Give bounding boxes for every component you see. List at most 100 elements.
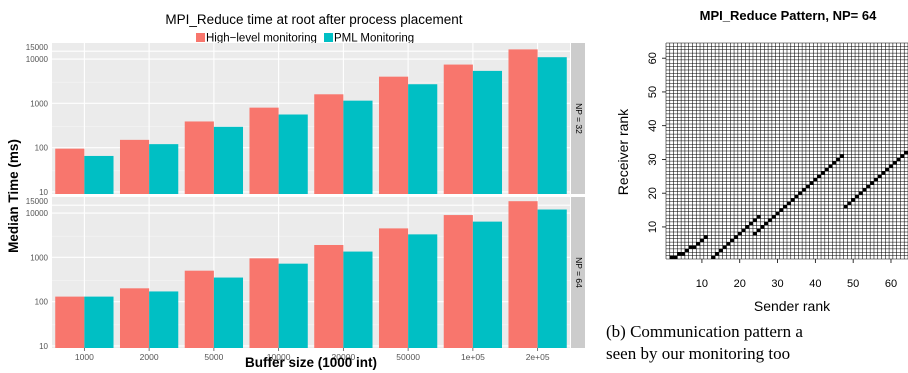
bar-np32-s0-1000 xyxy=(55,148,85,194)
matrix-cell-37 xyxy=(805,184,810,189)
legend-label-1: PML Monitoring xyxy=(334,33,414,45)
x-tick-label: 5000 xyxy=(204,352,223,362)
bar-np32-s0-5000 xyxy=(184,121,214,194)
matrix-cell-14 xyxy=(726,242,731,246)
heatmap-y-axis-label: Receiver rank xyxy=(615,108,631,195)
matrix-cell-54 xyxy=(870,181,874,185)
bar-np32-s1-2000 xyxy=(149,144,179,194)
bar-np64-s0-20000 xyxy=(314,244,344,348)
y-tick-label: 15000 xyxy=(26,43,49,52)
heatmap-x-tick-label: 50 xyxy=(847,278,859,290)
heatmap-x-axis-label: Sender rank xyxy=(754,298,831,314)
matrix-cell-1 xyxy=(673,255,678,259)
matrix-cell-57 xyxy=(881,171,886,175)
bar-np32-s1-1000 xyxy=(84,155,114,194)
legend-swatch-1 xyxy=(324,33,333,42)
heatmap-y-tick-label: 20 xyxy=(647,187,659,199)
heatmap-y-tick-label: 30 xyxy=(647,153,659,165)
matrix-cell-12 xyxy=(718,248,723,253)
facet-strip xyxy=(571,197,585,348)
matrix-cell-6 xyxy=(692,245,697,249)
matrix-cell-32 xyxy=(787,201,791,205)
bar-np64-s1-10000 xyxy=(278,263,308,348)
matrix-cell-55 xyxy=(873,178,878,182)
matrix-cell-10 xyxy=(711,255,716,259)
matrix-cell-31 xyxy=(783,205,787,209)
bar-np64-s0-1000 xyxy=(55,296,85,348)
heatmap-x-tick-label: 40 xyxy=(809,278,821,290)
bar-np32-s1-20000 xyxy=(343,100,373,194)
y-tick-label: 100 xyxy=(35,144,49,153)
bar-np64-s1-1e+05 xyxy=(472,221,503,348)
heatmap-title: MPI_Reduce Pattern, NP= 64 xyxy=(700,8,877,23)
y-tick-label: 100 xyxy=(35,298,49,307)
y-tick-label: 10 xyxy=(39,188,48,197)
matrix-cell-44 xyxy=(832,161,837,165)
reduce-pattern-heatmap: MPI_Reduce Pattern, NP= 64 10 20 30 40 50 60 10… xyxy=(615,8,908,314)
matrix-cell-4 xyxy=(684,248,689,253)
heatmap-y-tick-label: 60 xyxy=(647,52,659,64)
matrix-cell-40 xyxy=(817,174,822,178)
matrix-cell-62 xyxy=(900,154,905,158)
matrix-cell-61 xyxy=(896,157,901,162)
heatmap-x-tick-label: 20 xyxy=(734,278,746,290)
x-axis-label: Buffer size (1000 int) xyxy=(245,355,377,370)
matrix-cell-43 xyxy=(828,164,833,168)
matrix-cell-52 xyxy=(862,188,867,192)
matrix-cell-3 xyxy=(681,252,685,256)
matrix-cell-45 xyxy=(836,157,840,162)
bar-np64-s0-5000 xyxy=(184,270,214,348)
x-tick-label: 20000 xyxy=(332,352,356,362)
figure-caption: (b) Communication pattern a seen by our … xyxy=(606,321,906,365)
matrix-cells xyxy=(669,151,908,259)
bar-np32-s1-5000 xyxy=(213,126,244,194)
heatmap-x-tick-label: 60 xyxy=(885,278,897,290)
y-tick-label: 1000 xyxy=(30,253,48,262)
matrix-cell-24 xyxy=(756,228,761,232)
matrix-cell-38 xyxy=(809,181,814,185)
y-tick-label: 10000 xyxy=(26,209,49,218)
matrix-cell-5 xyxy=(688,245,693,249)
matrix-cell-13 xyxy=(722,245,727,249)
x-tick-label: 2e+05 xyxy=(526,352,550,362)
bar-np64-s0-2e+05 xyxy=(508,201,538,348)
heatmap-y-tick-label: 10 xyxy=(647,221,659,233)
matrix-cell-41 xyxy=(821,171,825,175)
matrix-cell-11 xyxy=(715,252,719,256)
matrix-cell-7 xyxy=(696,242,701,246)
matrix-cell-25 xyxy=(760,225,765,229)
matrix-cell-29 xyxy=(775,211,780,216)
matrix-cell-30 xyxy=(779,208,784,212)
matrix-cell-20 xyxy=(749,221,753,226)
x-tick-label: 50000 xyxy=(396,352,420,362)
bar-np64-s1-2e+05 xyxy=(537,209,567,348)
matrix-cell-22 xyxy=(756,215,761,219)
matrix-cell-33 xyxy=(790,198,795,202)
facet-panel-1: 10 100 1000 10000 15000 NP = 32 xyxy=(26,43,585,197)
matrix-cell-59 xyxy=(889,164,893,168)
matrix-cell-15 xyxy=(730,238,735,243)
matrix-cell-34 xyxy=(794,194,799,199)
bar-np32-s0-2000 xyxy=(119,139,150,194)
matrix-cell-58 xyxy=(885,167,890,172)
x-tick-label: 10000 xyxy=(267,352,291,362)
matrix-cell-17 xyxy=(737,232,742,236)
x-tick-label: 2000 xyxy=(140,352,159,362)
matrix-cell-9 xyxy=(703,235,708,239)
reduce-time-bar-chart: MPI_Reduce time at root after process pl… xyxy=(6,12,585,370)
matrix-cell-28 xyxy=(771,215,776,219)
y-tick-label: 1000 xyxy=(30,99,48,108)
matrix-cell-21 xyxy=(752,218,757,222)
matrix-cell-23 xyxy=(752,232,757,236)
bar-np64-s0-50000 xyxy=(378,228,409,348)
matrix-cell-63 xyxy=(904,151,908,155)
chart-title: MPI_Reduce time at root after process pl… xyxy=(165,12,462,27)
x-tick-label: 1e+05 xyxy=(461,352,485,362)
matrix-cell-0 xyxy=(669,255,674,259)
y-axis-label: Median Time (ms) xyxy=(6,139,21,253)
bar-np64-s0-10000 xyxy=(249,258,279,348)
matrix-cell-27 xyxy=(768,218,772,222)
matrix-cell-50 xyxy=(855,194,859,199)
matrix-cell-51 xyxy=(858,191,863,195)
